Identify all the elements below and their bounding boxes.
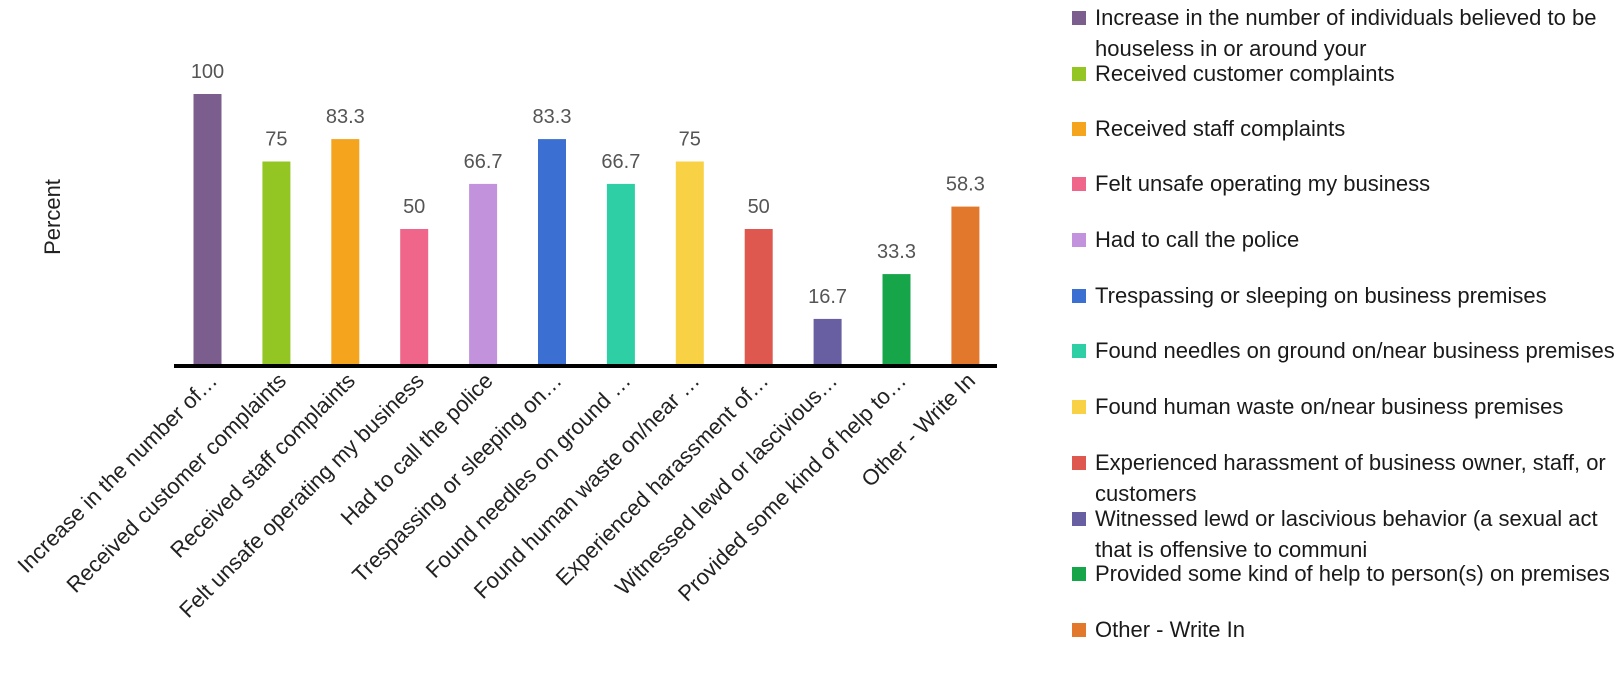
- data-label: 100: [191, 61, 224, 83]
- legend-item: Witnessed lewd or lascivious behavior (a…: [1072, 503, 1617, 565]
- x-tick-label: Felt unsafe operating my business: [174, 368, 429, 623]
- legend-swatch: [1072, 567, 1086, 581]
- legend-label: Found needles on ground on/near business…: [1095, 338, 1615, 363]
- legend-item: Provided some kind of help to person(s) …: [1072, 558, 1617, 589]
- legend: Increase in the number of individuals be…: [1072, 0, 1617, 674]
- legend-swatch: [1072, 122, 1086, 136]
- legend-label: Had to call the police: [1095, 227, 1300, 252]
- legend-item: Felt unsafe operating my business: [1072, 168, 1617, 199]
- bar: [262, 161, 291, 364]
- y-axis-label: Percent: [40, 179, 65, 255]
- data-label: 66.7: [601, 151, 640, 173]
- legend-item: Experienced harassment of business owner…: [1072, 447, 1617, 509]
- data-label: 83.3: [533, 106, 572, 128]
- legend-swatch: [1072, 67, 1086, 81]
- legend-swatch: [1072, 11, 1086, 25]
- bar: [813, 318, 842, 364]
- bar: [744, 229, 773, 364]
- legend-label: Received staff complaints: [1095, 116, 1346, 141]
- legend-item: Found needles on ground on/near business…: [1072, 335, 1617, 366]
- legend-item: Received customer complaints: [1072, 58, 1617, 89]
- bar: [675, 161, 704, 364]
- legend-item: Increase in the number of individuals be…: [1072, 2, 1617, 64]
- bar: [469, 183, 498, 364]
- bar: [606, 183, 635, 364]
- legend-swatch: [1072, 233, 1086, 247]
- bar: [331, 139, 360, 364]
- data-label: 33.3: [877, 241, 916, 263]
- data-label: 50: [403, 196, 425, 218]
- legend-swatch: [1072, 344, 1086, 358]
- bar-chart: Percent 100 75 83.3 50 66.7 83.3 66.7 75 50 16.7 3…: [12, 61, 997, 623]
- legend-label: Experienced harassment of business owner…: [1095, 450, 1606, 506]
- legend-item: Found human waste on/near business premi…: [1072, 391, 1617, 422]
- x-tick-labels-group: Increase in the number of…Received custo…: [12, 368, 980, 623]
- data-label: 58.3: [946, 174, 985, 196]
- legend-swatch: [1072, 456, 1086, 470]
- legend-swatch: [1072, 289, 1086, 303]
- legend-label: Received customer complaints: [1095, 61, 1395, 86]
- data-label: 66.7: [464, 151, 503, 173]
- legend-label: Increase in the number of individuals be…: [1095, 5, 1597, 61]
- data-label: 75: [679, 129, 701, 151]
- legend-label: Provided some kind of help to person(s) …: [1095, 561, 1610, 586]
- legend-label: Other - Write In: [1095, 617, 1245, 642]
- data-label: 83.3: [326, 106, 365, 128]
- legend-label: Trespassing or sleeping on business prem…: [1095, 283, 1547, 308]
- bar: [538, 139, 566, 364]
- bar: [951, 206, 980, 364]
- legend-item: Received staff complaints: [1072, 113, 1617, 144]
- data-label: 50: [748, 196, 770, 218]
- legend-label: Found human waste on/near business premi…: [1095, 394, 1564, 419]
- bar: [882, 274, 911, 364]
- legend-item: Had to call the police: [1072, 224, 1617, 255]
- legend-item: Trespassing or sleeping on business prem…: [1072, 280, 1617, 311]
- legend-item: Other - Write In: [1072, 614, 1617, 645]
- legend-swatch: [1072, 623, 1086, 637]
- legend-swatch: [1072, 400, 1086, 414]
- bars-group: [193, 94, 980, 364]
- legend-swatch: [1072, 177, 1086, 191]
- bar: [193, 94, 222, 364]
- legend-label: Felt unsafe operating my business: [1095, 171, 1431, 196]
- legend-swatch: [1072, 512, 1086, 526]
- data-label: 75: [265, 129, 287, 151]
- data-label: 16.7: [808, 286, 847, 308]
- legend-label: Witnessed lewd or lascivious behavior (a…: [1095, 506, 1598, 562]
- bar: [400, 229, 429, 364]
- data-labels-group: 100 75 83.3 50 66.7 83.3 66.7 75 50 16.7 33.3 58.3: [191, 61, 985, 308]
